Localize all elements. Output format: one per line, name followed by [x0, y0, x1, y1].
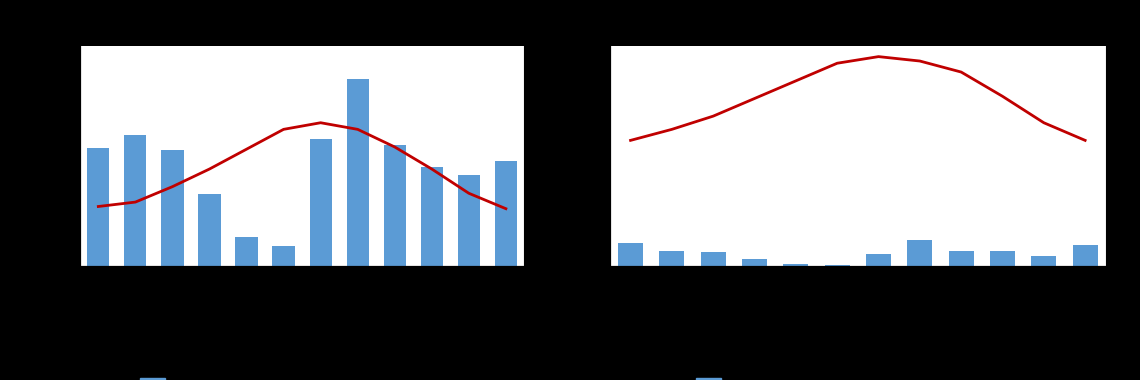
Bar [495, 161, 518, 266]
Bar [347, 79, 368, 266]
Bar [1073, 244, 1098, 266]
Bar [124, 135, 146, 266]
Bar [310, 139, 332, 266]
Title: Yuma, AZ: Yuma, AZ [811, 23, 905, 41]
Bar [990, 250, 1015, 266]
Legend: total precipitation, mean temperature: total precipitation, mean temperature [691, 371, 1025, 380]
Bar [742, 260, 767, 266]
Bar [88, 147, 109, 266]
Bar [866, 254, 891, 266]
Bar [198, 195, 221, 266]
Y-axis label: mean temperture, F: mean temperture, F [34, 100, 44, 212]
Bar [783, 264, 808, 266]
Y-axis label: total precipitation, inches: total precipitation, inches [556, 85, 567, 227]
Title: Flagstaff, AZ: Flagstaff, AZ [237, 23, 367, 41]
Bar [421, 167, 442, 266]
Y-axis label: total precipitation, inches: total precipitation, inches [1138, 85, 1140, 227]
Bar [660, 250, 684, 266]
Bar [236, 238, 258, 266]
Bar [383, 145, 406, 266]
Bar [272, 245, 294, 266]
Legend: total precipitation, mean temperature: total precipitation, mean temperature [135, 371, 470, 380]
Bar [618, 244, 643, 266]
Bar [948, 250, 974, 266]
Y-axis label: mean temperature, F: mean temperature, F [564, 97, 575, 215]
Bar [162, 150, 184, 266]
Bar [1032, 255, 1057, 266]
Bar [457, 175, 480, 266]
Bar [701, 252, 726, 266]
Bar [825, 265, 849, 266]
Bar [907, 240, 933, 266]
